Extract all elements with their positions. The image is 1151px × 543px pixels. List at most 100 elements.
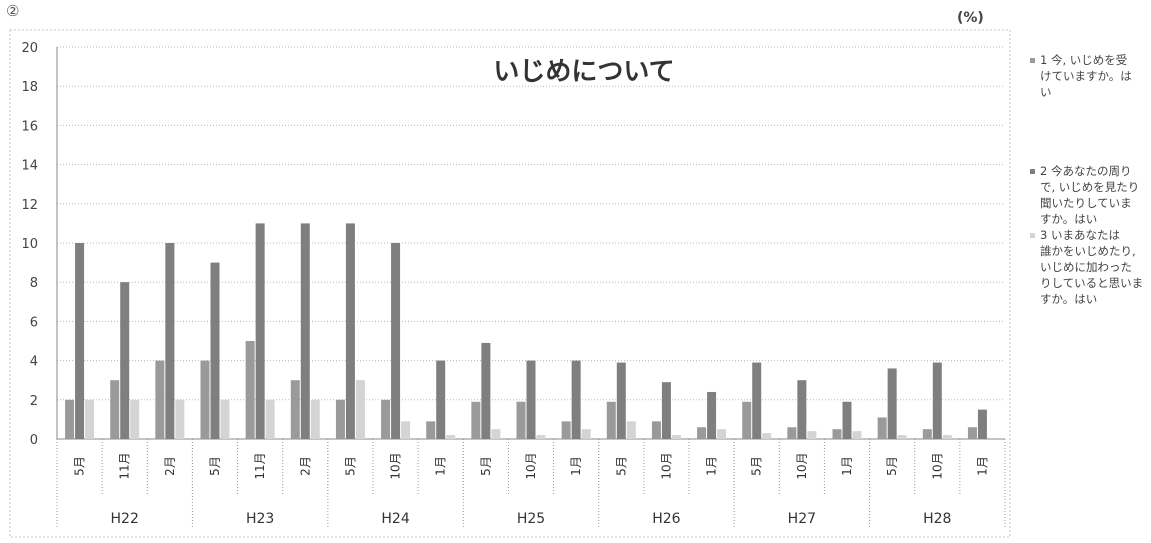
bar-series-2 <box>120 282 130 439</box>
y-tick-label: 8 <box>30 276 38 291</box>
bar-series-2 <box>391 243 401 439</box>
legend-text-3: いじめに加わった <box>1040 260 1132 274</box>
y-tick-label: 20 <box>21 41 38 56</box>
group-label: H24 <box>381 511 409 527</box>
y-tick-label: 0 <box>30 433 38 448</box>
bar-series-2 <box>526 360 536 439</box>
y-tick-label: 2 <box>30 394 38 409</box>
bar-series-2 <box>752 362 762 439</box>
bar-series-1 <box>245 341 255 439</box>
bars <box>65 223 987 439</box>
bar-series-2 <box>842 401 852 439</box>
bar-series-3 <box>942 435 952 439</box>
bar-series-3 <box>355 380 365 439</box>
y-tick-label: 14 <box>21 159 38 174</box>
category-label: 5月 <box>479 456 493 476</box>
unit-label: (%) <box>957 10 984 26</box>
bar-series-1 <box>651 421 661 439</box>
bar-series-2 <box>707 391 717 439</box>
bar-series-3 <box>536 435 546 439</box>
bar-series-3 <box>401 421 411 439</box>
bar-series-3 <box>175 399 185 439</box>
bar-series-1 <box>787 427 797 439</box>
category-label: 10月 <box>659 452 673 479</box>
y-tick-label: 18 <box>21 80 38 95</box>
category-label: 10月 <box>795 452 809 479</box>
bar-series-3 <box>310 399 320 439</box>
bar-series-2 <box>165 243 175 439</box>
bar-series-2 <box>255 223 265 439</box>
y-tick-label: 16 <box>21 119 38 134</box>
group-label: H22 <box>111 511 139 527</box>
legend-text-2: すか。はい <box>1040 212 1097 226</box>
bar-series-3 <box>581 429 591 439</box>
bar-series-1 <box>697 427 707 439</box>
group-label: H26 <box>652 511 680 527</box>
bar-series-3 <box>762 433 772 439</box>
bar-series-1 <box>606 401 616 439</box>
bar-series-1 <box>742 401 752 439</box>
y-tick-label: 6 <box>30 315 38 330</box>
bar-series-1 <box>516 401 526 439</box>
category-label: 11月 <box>118 452 132 479</box>
plot-frame <box>9 29 1011 538</box>
legend-text-1: けていますか。は <box>1040 69 1132 83</box>
group-label: H27 <box>788 511 816 527</box>
category-label: 5月 <box>885 456 899 476</box>
category-label: 10月 <box>524 452 538 479</box>
category-label: 10月 <box>389 452 403 479</box>
bar-series-3 <box>626 421 636 439</box>
bar-series-2 <box>481 342 491 439</box>
bar-series-3 <box>265 399 275 439</box>
legend-text-1: い <box>1040 85 1052 99</box>
bar-series-2 <box>932 362 942 439</box>
bar-series-3 <box>130 399 140 439</box>
category-label: 1月 <box>975 456 989 476</box>
group-label: H23 <box>246 511 274 527</box>
category-label: 1月 <box>705 456 719 476</box>
chart-title: いじめについて <box>493 57 674 87</box>
bar-series-1 <box>200 360 210 439</box>
legend-text-3: 3 いまあなたは <box>1040 228 1120 242</box>
category-label: 5月 <box>73 456 87 476</box>
legend-text-2: 聞いたりしていま <box>1040 196 1132 210</box>
legend-text-1: 1 今, いじめを受 <box>1040 53 1127 67</box>
legend-text-2: 2 今あなたの周り <box>1040 164 1131 178</box>
category-label: 1月 <box>569 456 583 476</box>
bar-series-2 <box>571 360 581 439</box>
bar-series-1 <box>155 360 165 439</box>
bar-series-3 <box>852 431 862 439</box>
bar-series-2 <box>977 409 987 439</box>
bar-series-2 <box>616 362 626 439</box>
category-label: 11月 <box>253 452 267 479</box>
bar-series-2 <box>210 262 220 439</box>
legend-text-3: りしていると思いま <box>1040 276 1143 290</box>
bar-series-3 <box>807 431 817 439</box>
x-axis: 5月 11月 2月 5月 11月 2月 5月 10月 1月 5月 10月 1月 5月 10月 1月 5月 10月… <box>56 439 1006 528</box>
category-label: 5月 <box>750 456 764 476</box>
y-axis-ticks: 0 2 4 6 8 10 12 14 16 18 20 <box>21 41 38 448</box>
bar-series-3 <box>897 435 907 439</box>
bar-series-3 <box>717 429 727 439</box>
legend-text-3: すか。はい <box>1040 292 1097 306</box>
bar-series-2 <box>436 360 446 439</box>
legend-swatch-3 <box>1030 233 1035 238</box>
category-label: 1月 <box>840 456 854 476</box>
legend-text-2: で, いじめを見たり <box>1040 180 1139 194</box>
bar-series-3 <box>85 399 95 439</box>
legend-text-3: 誰かをいじめたり, <box>1040 244 1136 258</box>
legend-swatch-2 <box>1030 169 1035 174</box>
bar-series-1 <box>922 429 932 439</box>
bar-series-1 <box>471 401 481 439</box>
legend-swatch-1 <box>1030 58 1035 63</box>
category-label: 5月 <box>343 456 357 476</box>
bar-series-1 <box>381 399 391 439</box>
group-label: H25 <box>517 511 545 527</box>
bar-series-1 <box>877 417 887 439</box>
bar-series-1 <box>110 380 120 439</box>
bar-series-1 <box>426 421 436 439</box>
y-tick-label: 12 <box>21 198 38 213</box>
category-label: 2月 <box>163 456 177 476</box>
